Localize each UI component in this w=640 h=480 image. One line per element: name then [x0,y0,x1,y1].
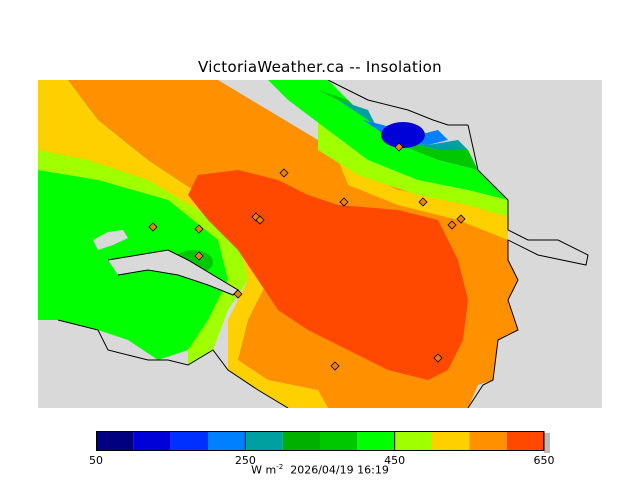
station-marker[interactable] [194,251,204,261]
region-yellow [38,80,328,408]
region-darkblue [381,122,425,148]
colorbar [96,431,550,453]
timestamp: 2026/04/19 16:19 [290,463,389,477]
colorbar-tick-label: 450 [384,454,406,467]
unit-label: W m [251,463,277,477]
colorbar-swatch [245,431,283,451]
water-north-strip [328,80,468,125]
colorbar-swatch [357,431,395,451]
units-and-timestamp: W m-2 2026/04/19 16:19 [0,463,640,477]
water-south [38,320,288,408]
insolation-contour-map [38,80,602,408]
station-marker[interactable] [330,361,340,371]
station-marker[interactable] [447,220,457,230]
station-marker[interactable] [339,197,349,207]
station-markers [148,142,466,371]
colorbar-swatch [170,431,208,451]
station-marker[interactable] [456,214,466,224]
colorbar-swatch [282,431,320,451]
station-marker[interactable] [194,224,204,234]
coastline-east [467,124,589,408]
station-marker[interactable] [418,197,428,207]
unit-exponent: -2 [276,463,284,471]
coastline-north [327,80,468,126]
colorbar-swatch [469,431,507,451]
station-marker[interactable] [279,168,289,178]
coastline-south [57,319,289,408]
insolation-map [38,80,602,408]
station-marker[interactable] [233,289,243,299]
colorbar-tick-label: 650 [533,454,555,467]
colorbar-swatch [320,431,358,451]
colorbar-shadow [544,433,550,453]
colorbar-swatch [133,431,171,451]
colorbar-swatch [394,431,432,451]
region-teal [338,100,468,150]
colorbar-swatch [432,431,470,451]
colorbar-tick-label: 250 [234,454,256,467]
station-marker[interactable] [433,353,443,363]
colorbar-swatch [96,431,134,451]
station-marker[interactable] [148,222,158,232]
colorbar-tick-label: 50 [89,454,103,467]
colorbar-swatch [506,431,544,451]
water-saanich-inlet [93,230,128,250]
station-marker[interactable] [255,215,265,225]
map-title: VictoriaWeather.ca -- Insolation [198,58,442,76]
colorbar-swatch [208,431,246,451]
station-marker[interactable] [394,142,404,152]
region-lightgreen-ne [318,120,538,220]
water-east [468,80,602,408]
